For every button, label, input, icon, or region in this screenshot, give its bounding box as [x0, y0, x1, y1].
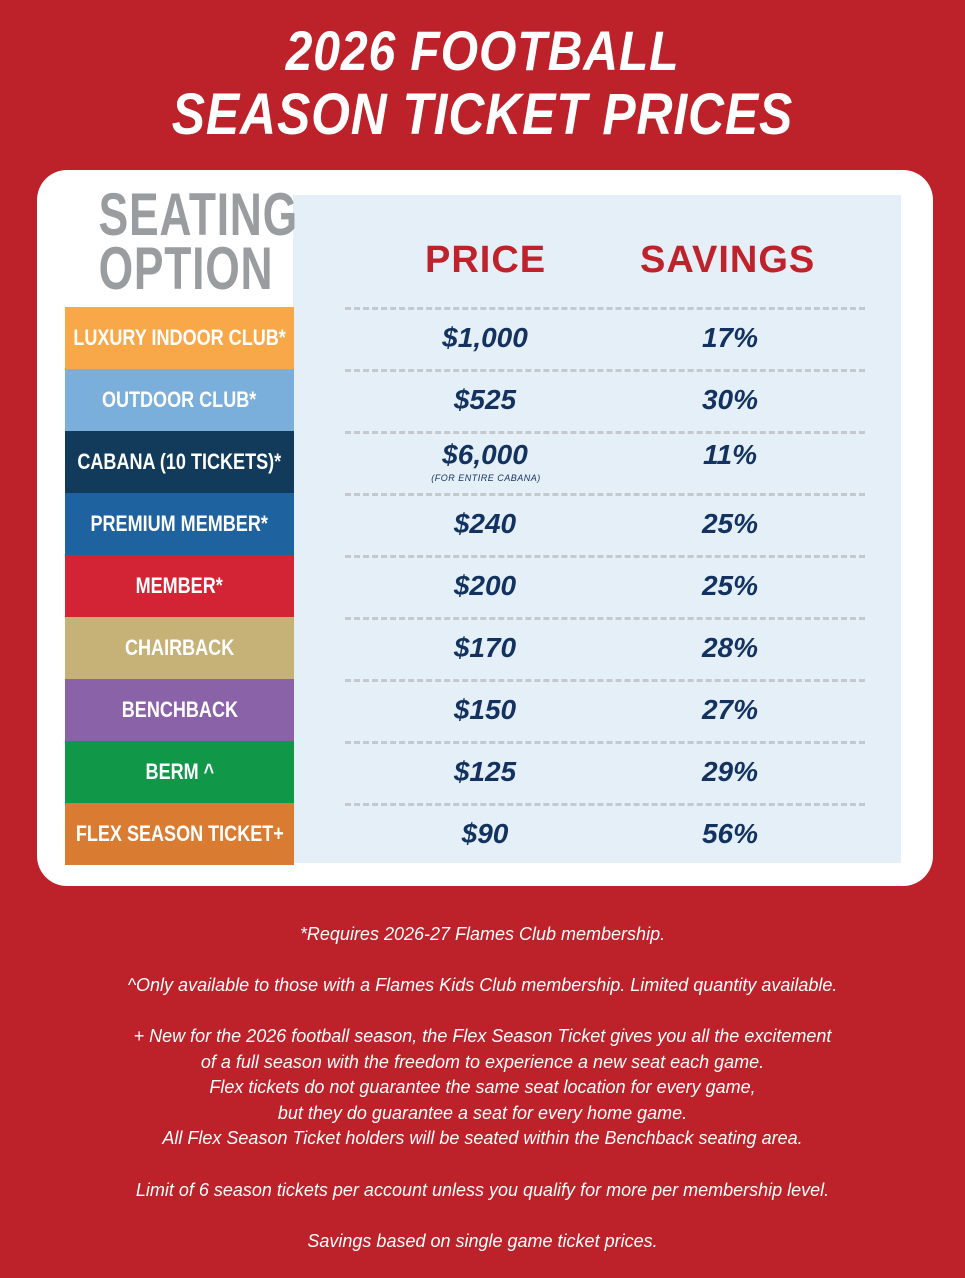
savings-value: 25% — [701, 570, 759, 601]
table-row: BENCHBACK $150 27% — [0, 679, 965, 741]
seating-head-line-2: OPTION — [98, 235, 274, 302]
seating-option-text: BERM ^ — [145, 759, 214, 784]
price-value: $125 — [453, 756, 517, 787]
table-row: CABANA (10 TICKETS)* $6,000 (FOR ENTIRE CA… — [0, 431, 965, 493]
price-value: $525 — [453, 384, 517, 415]
note-savings-basis-text: Savings based on single game ticket pric… — [307, 1231, 658, 1251]
price-value: $240 — [453, 508, 517, 539]
seating-option-text: OUTDOOR CLUB* — [102, 387, 257, 412]
price-panel — [293, 195, 901, 863]
seating-option-label: CHAIRBACK — [65, 617, 294, 679]
table-row: CHAIRBACK $170 28% — [0, 617, 965, 679]
table-row: FLEX SEASON TICKET+ $90 56% — [0, 803, 965, 865]
note-requires: *Requires 2026-27 Flames Club membership… — [0, 922, 965, 948]
row-divider — [345, 431, 865, 434]
savings-value: 25% — [701, 508, 759, 539]
seating-option-label: MEMBER* — [65, 555, 294, 617]
note-savings-basis: Savings based on single game ticket pric… — [0, 1229, 965, 1255]
row-divider — [345, 493, 865, 496]
table-row: OUTDOOR CLUB* $525 30% — [0, 369, 965, 431]
price-value: $1,000 — [442, 322, 528, 353]
row-divider — [345, 679, 865, 682]
note-flex-line-4: but they do guarantee a seat for every h… — [277, 1102, 688, 1123]
savings-value: 27% — [701, 694, 759, 725]
price-note: (FOR ENTIRE CABANA) — [431, 473, 541, 483]
note-flex-line-3: Flex tickets do not guarantee the same s… — [209, 1077, 756, 1097]
note-flex-line-5: All Flex Season Ticket holders will be s… — [162, 1128, 803, 1148]
seating-option-label: BENCHBACK — [65, 679, 294, 741]
row-divider — [345, 307, 865, 310]
note-flex-line-2: of a full season with the freedom to exp… — [200, 1051, 765, 1072]
seating-option-text: LUXURY INDOOR CLUB* — [73, 325, 286, 350]
savings-value: 29% — [701, 756, 759, 787]
note-limit-text: Limit of 6 season tickets per account un… — [135, 1180, 830, 1200]
price-value: $6,000 — [442, 439, 528, 470]
note-flex-line-1: + New for the 2026 football season, the … — [133, 1026, 832, 1046]
row-divider — [345, 617, 865, 620]
seating-option-text: MEMBER* — [135, 573, 224, 598]
seating-option-label: BERM ^ — [65, 741, 294, 803]
seating-option-text: BENCHBACK — [121, 697, 238, 722]
price-value: $170 — [453, 632, 517, 663]
table-row: PREMIUM MEMBER* $240 25% — [0, 493, 965, 555]
price-column-heading: PRICE — [425, 239, 547, 281]
note-kids: ^Only available to those with a Flames K… — [0, 973, 965, 999]
seating-option-text: PREMIUM MEMBER* — [90, 511, 269, 536]
title-line-1: 2026 FOOTBALL — [285, 19, 680, 82]
savings-value: 11% — [703, 439, 757, 470]
row-divider — [345, 555, 865, 558]
savings-value: 56% — [701, 818, 759, 849]
table-row: LUXURY INDOOR CLUB* $1,000 17% — [0, 307, 965, 369]
price-value: $90 — [461, 818, 509, 849]
seating-option-text: CABANA (10 TICKETS)* — [77, 449, 282, 474]
note-requires-text: *Requires 2026-27 Flames Club membership… — [299, 924, 666, 944]
row-divider — [345, 741, 865, 744]
seating-option-label: CABANA (10 TICKETS)* — [65, 431, 294, 493]
savings-value: 17% — [701, 322, 759, 353]
price-value: $200 — [453, 570, 517, 601]
seating-option-label: OUTDOOR CLUB* — [65, 369, 294, 431]
seating-head-line-1: SEATING — [98, 181, 298, 248]
seating-option-text: FLEX SEASON TICKET+ — [75, 821, 284, 846]
title-line-2: SEASON TICKET PRICES — [171, 82, 794, 147]
seating-option-text: CHAIRBACK — [124, 635, 235, 660]
seating-option-label: LUXURY INDOOR CLUB* — [65, 307, 294, 369]
savings-column-heading: SAVINGS — [640, 239, 816, 281]
savings-value: 30% — [701, 384, 759, 415]
seating-option-label: FLEX SEASON TICKET+ — [65, 803, 294, 865]
savings-value: 28% — [701, 632, 759, 663]
seating-option-heading: SEATING OPTION — [98, 181, 298, 302]
table-row: BERM ^ $125 29% — [0, 741, 965, 803]
note-limit: Limit of 6 season tickets per account un… — [0, 1178, 965, 1204]
row-divider — [345, 369, 865, 372]
note-kids-text: ^Only available to those with a Flames K… — [127, 975, 838, 995]
price-value: $150 — [453, 694, 517, 725]
seating-option-label: PREMIUM MEMBER* — [65, 493, 294, 555]
row-divider — [345, 803, 865, 806]
table-row: MEMBER* $200 25% — [0, 555, 965, 617]
note-flex: + New for the 2026 football season, the … — [0, 1024, 965, 1152]
